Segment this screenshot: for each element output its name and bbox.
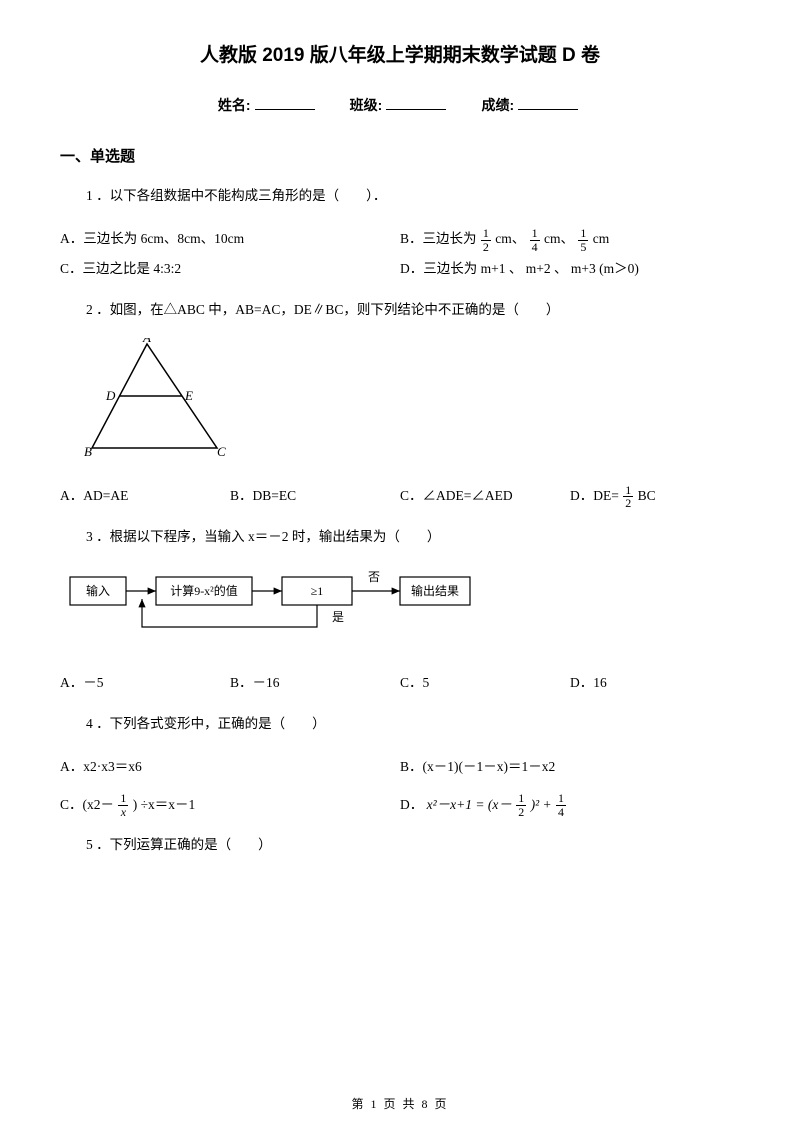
q3-text: 3 ．根据以下程序，当输入 x＝－2 时，输出结果为（ ） [86,525,740,549]
q2-text: 2 ．如图，在△ABC 中，AB=AC，DE∥BC，则下列结论中不正确的是（ ） [86,298,740,322]
page-title: 人教版 2019 版八年级上学期期末数学试题 D 卷 [60,40,740,67]
q1b-frac1: 12 [480,227,492,253]
q1b-pre: B．三边长为 [400,231,480,246]
q1b-frac3: 15 [577,227,589,253]
q3-opt-c: C．5 [400,668,570,698]
page-footer: 第 1 页 共 8 页 [0,1095,800,1112]
tri-label-c: C [217,444,226,458]
q4-opt-c: C．(x2－ 1x ) ÷x＝x－1 [60,790,400,820]
q4d-frac2: 14 [555,792,567,818]
q3-opt-a: A．－5 [60,668,230,698]
q2-opt-b: B．DB=EC [230,481,400,511]
q2-opt-c: C．∠ADE=∠AED [400,481,570,511]
q4-options: A．x2·x3＝x6 B．(x－1)(－1－x)＝1－x2 C．(x2－ 1x … [60,752,740,819]
tri-label-d: D [105,388,116,403]
q2-figure: A B C D E [82,338,740,463]
q4-opt-a: A．x2·x3＝x6 [60,752,400,782]
q2d-frac: 12 [622,484,634,510]
q2-options: A．AD=AE B．DB=EC C．∠ADE=∠AED D．DE= 12 BC [60,481,740,511]
q2-opt-d: D．DE= 12 BC [570,481,740,511]
svg-text:计算9-x²的值: 计算9-x²的值 [170,583,238,598]
svg-text:是: 是 [332,610,344,624]
class-label: 班级: [350,97,383,113]
q4-text: 4 ．下列各式变形中，正确的是（ ） [86,712,740,736]
score-label: 成绩: [481,97,514,113]
q1-text: 1 ．以下各组数据中不能构成三角形的是（ ）． [86,184,740,208]
q3-opt-b: B．－16 [230,668,400,698]
score-blank[interactable] [518,109,578,110]
svg-text:输出结果: 输出结果 [411,583,459,598]
name-label: 姓名: [218,97,251,113]
q4d-frac1: 12 [515,792,527,818]
tri-label-b: B [84,444,92,458]
svg-text:否: 否 [368,570,380,584]
q1b-suf: cm [593,231,610,246]
svg-text:≥1: ≥1 [311,584,324,598]
q1-opt-c: C．三边之比是 4:3:2 [60,254,400,284]
q1-opt-a: A．三边长为 6cm、8cm、10cm [60,224,400,254]
q1-opt-b: B．三边长为 12 cm、 14 cm、 15 cm [400,224,740,254]
q1b-m1: cm、 [495,231,525,246]
q1b-m2: cm、 [544,231,574,246]
q3-options: A．－5 B．－16 C．5 D．16 [60,668,740,698]
q5-text: 5 ．下列运算正确的是（ ） [86,833,740,857]
q1-opt-d: D．三边长为 m+1 、 m+2 、 m+3 (m＞0) [400,254,740,284]
info-line: 姓名: 班级: 成绩: [60,95,740,115]
q3-flowchart: 输入 计算9-x²的值 ≥1 否 输出结果 是 [60,565,740,650]
q4-opt-d: D． x²－x+1 = (x－ 12 )² + 14 [400,790,740,820]
section-heading: 一、单选题 [60,145,740,166]
svg-text:输入: 输入 [86,583,110,598]
q4c-frac: 1x [117,792,129,818]
tri-label-a: A [142,338,151,345]
q1-options: A．三边长为 6cm、8cm、10cm B．三边长为 12 cm、 14 cm、… [60,224,740,283]
name-blank[interactable] [255,109,315,110]
q4-opt-b: B．(x－1)(－1－x)＝1－x2 [400,752,740,782]
q3-opt-d: D．16 [570,668,740,698]
class-blank[interactable] [386,109,446,110]
q1b-frac2: 14 [529,227,541,253]
tri-label-e: E [184,388,193,403]
q2-opt-a: A．AD=AE [60,481,230,511]
